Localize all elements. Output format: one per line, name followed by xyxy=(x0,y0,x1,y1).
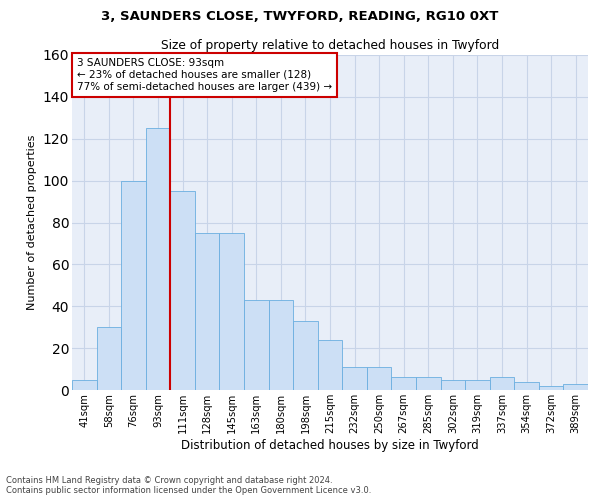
X-axis label: Distribution of detached houses by size in Twyford: Distribution of detached houses by size … xyxy=(181,438,479,452)
Bar xyxy=(293,321,318,390)
Text: 3 SAUNDERS CLOSE: 93sqm
← 23% of detached houses are smaller (128)
77% of semi-d: 3 SAUNDERS CLOSE: 93sqm ← 23% of detache… xyxy=(77,58,332,92)
Bar xyxy=(269,300,293,390)
Title: Size of property relative to detached houses in Twyford: Size of property relative to detached ho… xyxy=(161,40,499,52)
Bar xyxy=(97,327,121,390)
Bar xyxy=(440,380,465,390)
Bar xyxy=(416,378,440,390)
Bar xyxy=(367,367,391,390)
Bar xyxy=(121,180,146,390)
Bar xyxy=(195,233,220,390)
Bar xyxy=(146,128,170,390)
Bar xyxy=(539,386,563,390)
Bar xyxy=(342,367,367,390)
Bar xyxy=(465,380,490,390)
Bar xyxy=(220,233,244,390)
Text: Contains HM Land Registry data © Crown copyright and database right 2024.
Contai: Contains HM Land Registry data © Crown c… xyxy=(6,476,371,495)
Bar xyxy=(170,191,195,390)
Bar xyxy=(514,382,539,390)
Y-axis label: Number of detached properties: Number of detached properties xyxy=(27,135,37,310)
Bar xyxy=(318,340,342,390)
Bar xyxy=(391,378,416,390)
Bar xyxy=(72,380,97,390)
Bar xyxy=(244,300,269,390)
Bar xyxy=(490,378,514,390)
Text: 3, SAUNDERS CLOSE, TWYFORD, READING, RG10 0XT: 3, SAUNDERS CLOSE, TWYFORD, READING, RG1… xyxy=(101,10,499,23)
Bar xyxy=(563,384,588,390)
